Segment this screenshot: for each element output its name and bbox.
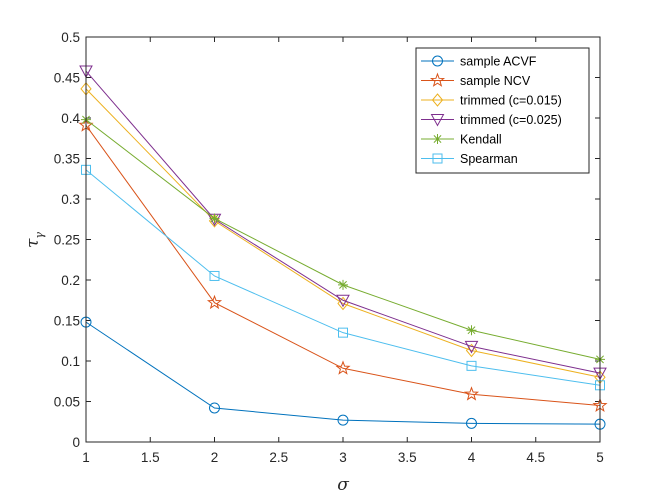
data-point <box>464 340 479 354</box>
y-tick-label: 0.2 <box>61 273 80 288</box>
data-point <box>335 360 351 375</box>
y-axis-label: τ <box>23 238 43 248</box>
data-point <box>338 327 348 338</box>
data-point <box>466 417 477 429</box>
data-point <box>465 343 478 358</box>
data-point <box>209 270 220 281</box>
legend-marker <box>431 93 444 107</box>
data-point <box>466 325 477 336</box>
data-point <box>209 402 220 414</box>
x-tick-label: 4 <box>468 450 476 465</box>
series-line <box>85 88 601 378</box>
x-tick-label: 3.5 <box>398 450 417 465</box>
y-axis-label-subscript: γ <box>33 232 46 239</box>
legend-box <box>415 47 590 174</box>
x-tick-label: 3 <box>339 450 347 465</box>
y-tick-label: 0 <box>72 435 80 450</box>
legend-entry: Kendall <box>421 133 502 147</box>
data-point <box>466 360 477 371</box>
series-layer <box>78 65 608 430</box>
data-point <box>336 294 350 308</box>
data-point <box>209 213 220 224</box>
y-tick-label: 0.25 <box>54 233 80 248</box>
plot-box <box>85 36 601 443</box>
y-tick-label: 0.45 <box>54 71 80 86</box>
y-tick-label: 0.35 <box>54 152 80 167</box>
axis-ticks: 1 1.5 2 2.5 3 3.5 4 4.5 5 0 0.05 0.1 0.15 0.2 0.25 0.3 0… <box>54 30 604 465</box>
legend: sample ACVF sample NCV trimmed (c=0.015) tr… <box>415 47 590 174</box>
legend-label: trimmed (c=0.015) <box>460 94 562 108</box>
y-tick-label: 0.4 <box>61 111 80 126</box>
legend-label: trimmed (c=0.025) <box>460 113 562 127</box>
series-line <box>85 70 601 374</box>
data-point <box>463 386 480 401</box>
svg-text:τγ: τγ <box>23 232 46 248</box>
legend-label: Kendall <box>460 133 502 147</box>
legend-marker <box>432 134 443 144</box>
y-tick-label: 0.15 <box>54 314 80 329</box>
x-tick-label: 5 <box>596 450 604 465</box>
y-axis-label-group: τγ <box>23 232 46 248</box>
x-tick-label: 2.5 <box>269 450 288 465</box>
x-tick-label: 4.5 <box>526 450 545 465</box>
y-tick-label: 0.5 <box>61 30 80 45</box>
x-axis-label: σ <box>337 475 349 495</box>
legend-marker <box>432 153 443 164</box>
data-point <box>337 414 349 426</box>
legend-label: Spearman <box>460 152 518 166</box>
y-tick-label: 0.3 <box>61 192 80 207</box>
y-tick-label: 0.1 <box>61 354 80 369</box>
legend-marker <box>430 114 445 127</box>
x-tick-label: 1 <box>82 450 90 465</box>
series-line <box>85 169 601 386</box>
series-line <box>85 124 601 407</box>
legend-marker <box>429 72 446 87</box>
legend-entry: trimmed (c=0.025) <box>421 113 562 127</box>
data-point <box>338 279 348 290</box>
x-tick-label: 1.5 <box>141 450 160 465</box>
legend-label: sample NCV <box>460 74 531 88</box>
y-tick-label: 0.05 <box>54 395 80 410</box>
legend-label: sample ACVF <box>460 55 537 69</box>
legend-entry: sample ACVF <box>421 55 537 69</box>
series-line <box>85 321 601 425</box>
data-point <box>206 294 223 310</box>
legend-entry: trimmed (c=0.015) <box>421 93 562 108</box>
legend-entry: sample NCV <box>421 72 531 88</box>
x-tick-label: 2 <box>211 450 219 465</box>
legend-entry: Spearman <box>421 152 518 166</box>
legend-marker <box>432 55 443 67</box>
